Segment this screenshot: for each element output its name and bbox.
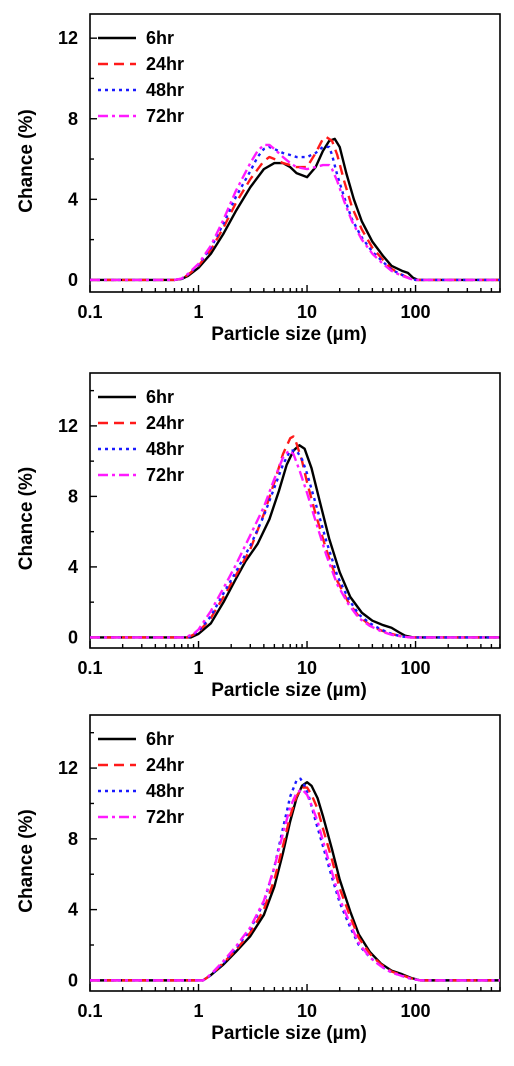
y-tick-label: 8 [68,486,78,506]
legend-label: 48hr [146,439,184,459]
y-tick-label: 4 [68,900,78,920]
plot-frame [89,372,501,649]
y-axis-title: Chance (%) [16,809,37,912]
x-tick-label: 1 [194,658,204,678]
x-tick-label: 1 [194,302,204,322]
plot-frame [89,13,501,293]
y-tick-label: 8 [68,829,78,849]
series-line-6hr [90,444,500,639]
x-tick-label: 10 [297,302,317,322]
y-tick-label: 12 [58,28,78,48]
legend-label: 48hr [146,80,184,100]
x-axis-title: Particle size (µm) [211,324,367,345]
chart-panel-2: 0.1 1 10 100 0 4 8 12 Particle size (µm) Chance (… [16,372,501,701]
y-tick-label: 8 [68,109,78,129]
series-line-48hr [90,449,500,639]
series-line-6hr [90,781,500,982]
legend-label: 6hr [146,28,174,48]
x-tick-label: 0.1 [77,658,102,678]
legend-label: 24hr [146,413,184,433]
series-line-24hr [90,786,500,982]
plot-frame [89,714,501,992]
x-tick-label: 0.1 [77,1001,102,1021]
legend-label: 72hr [146,465,184,485]
legend: 6hr 24hr 48hr 72hr [98,28,184,126]
y-tick-label: 12 [58,758,78,778]
series-line-72hr [90,788,500,982]
y-tick-label: 0 [68,270,78,290]
legend-label: 72hr [146,807,184,827]
series-line-24hr [90,135,500,282]
legend-label: 24hr [146,755,184,775]
y-tick-label: 0 [68,627,78,647]
x-tick-label: 10 [297,1001,317,1021]
x-tick-label: 100 [401,1001,431,1021]
legend-label: 72hr [146,106,184,126]
x-tick-label: 0.1 [77,302,102,322]
x-tick-label: 1 [194,1001,204,1021]
y-tick-label: 4 [68,557,78,577]
x-tick-label: 10 [297,658,317,678]
y-tick-label: 4 [68,189,78,209]
chart-panel-1: 0.1 1 10 100 0 4 8 12 Particle size (µm) Chance (… [16,13,501,345]
legend: 6hr 24hr 48hr 72hr [98,729,184,827]
y-tick-label: 0 [68,970,78,990]
chart-panel-3: 0.1 1 10 100 0 4 8 12 Particle size (µm) Chance (… [16,714,501,1044]
legend: 6hr 24hr 48hr 72hr [98,387,184,485]
legend-label: 6hr [146,387,174,407]
series-line-72hr [90,143,500,282]
x-axis-title: Particle size (µm) [211,1023,367,1044]
x-tick-label: 100 [401,658,431,678]
legend-label: 24hr [146,54,184,74]
y-tick-label: 12 [58,416,78,436]
legend-label: 6hr [146,729,174,749]
series-line-6hr [90,137,500,282]
series-line-72hr [90,449,500,639]
x-axis-title: Particle size (µm) [211,680,367,701]
y-axis-title: Chance (%) [16,467,37,570]
series-line-48hr [90,145,500,282]
x-tick-label: 100 [401,302,431,322]
y-axis-title: Chance (%) [16,109,37,212]
legend-label: 48hr [146,781,184,801]
